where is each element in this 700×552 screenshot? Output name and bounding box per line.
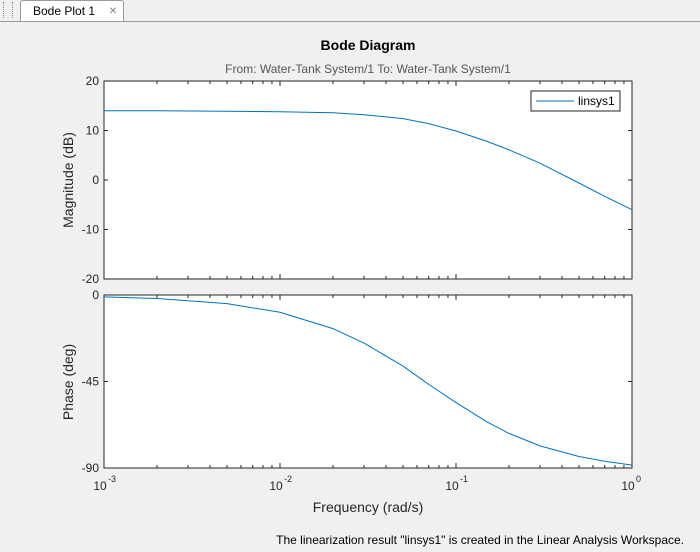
phase-ytick-label: 0: [92, 288, 99, 302]
x-axis-label: Frequency (rad/s): [313, 499, 423, 515]
legend-box: [530, 90, 621, 112]
chart-title: Bode Diagram: [321, 37, 416, 53]
phase-ytick-label: -45: [82, 375, 100, 389]
bode-chart: Bode Diagram From: Water-Tank System/1 T…: [60, 37, 641, 515]
x-ticks: 10 -3 10 -2 10 -1 10 0: [93, 81, 641, 493]
legend[interactable]: linsys1: [530, 90, 621, 112]
x-tick-exponent: 0: [636, 474, 641, 484]
phase-ticks: 0 -45 -90: [82, 288, 632, 475]
phase-axes: [103, 294, 633, 469]
x-tick-exponent: -3: [108, 474, 116, 484]
magnitude-ytick-label: -20: [82, 272, 100, 286]
close-icon[interactable]: ×: [108, 2, 117, 18]
figure-area: Bode Diagram From: Water-Tank System/1 T…: [0, 22, 700, 530]
magnitude-ytick-label: -10: [82, 223, 100, 237]
x-tick-exponent: -2: [284, 474, 292, 484]
x-tick-label: 10: [93, 479, 107, 493]
x-tick-label: 10: [445, 479, 459, 493]
magnitude-series-line: [104, 110, 633, 211]
magnitude-ticks: 20 10 0 -10 -20: [82, 74, 632, 286]
y-axis-label-phase: Phase (deg): [60, 344, 76, 420]
magnitude-ytick-label: 0: [92, 173, 99, 187]
y-axis-label-magnitude: Magnitude (dB): [60, 132, 76, 228]
magnitude-axes: [103, 80, 633, 280]
legend-entry-linsys1: linsys1: [578, 94, 615, 108]
x-tick-exponent: -1: [460, 474, 468, 484]
magnitude-ytick-label: 10: [86, 124, 100, 138]
tab-label: Bode Plot 1: [33, 4, 96, 18]
chart-subtitle: From: Water-Tank System/1 To: Water-Tank…: [225, 62, 511, 76]
phase-series-line: [103, 296, 633, 466]
status-message: The linearization result "linsys1" is cr…: [276, 533, 684, 547]
x-tick-label: 10: [621, 479, 635, 493]
phase-ytick-label: -90: [82, 461, 100, 475]
tab-bar: Bode Plot 1 ×: [0, 0, 700, 22]
tab-bode-plot-1[interactable]: Bode Plot 1 ×: [20, 0, 124, 21]
x-tick-label: 10: [269, 479, 283, 493]
magnitude-ytick-label: 20: [86, 74, 100, 88]
tab-grip[interactable]: [3, 2, 13, 18]
